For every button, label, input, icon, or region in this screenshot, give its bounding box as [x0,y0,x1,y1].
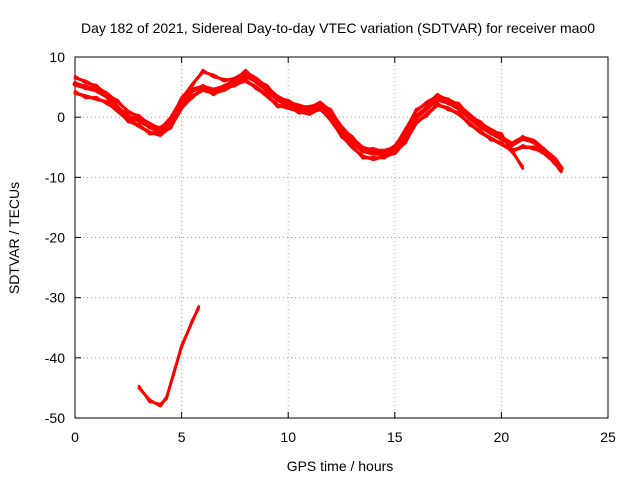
x-tick-label: 0 [71,429,79,445]
y-axis-tick-labels: 10 0 -10 -20 -30 -40 -50 [45,49,65,426]
chart-title: Day 182 of 2021, Sidereal Day-to-day VTE… [81,20,595,36]
x-axis-label: GPS time / hours [287,458,394,474]
y-axis-label: SDTVAR / TECUs [6,182,22,294]
x-tick-label: 15 [387,429,403,445]
y-tick-label: -30 [45,290,65,306]
x-tick-label: 5 [178,429,186,445]
grid-lines [75,57,608,418]
series-line-main-track-c [73,70,525,170]
series-band-main-track-a [73,71,563,168]
y-tick-label: -20 [45,230,65,246]
x-tick-label: 25 [600,429,616,445]
x-axis-tick-labels: 0 5 10 15 20 25 [71,429,616,445]
y-tick-label: 0 [57,109,65,125]
y-tick-label: -50 [45,410,65,426]
series-band-dip-track [137,307,200,406]
x-tick-label: 10 [280,429,296,445]
y-tick-label: -40 [45,350,65,366]
y-tick-label: -10 [45,169,65,185]
series-band-main-track-c [73,68,524,168]
axis-ticks [74,56,609,419]
data-series [72,68,564,408]
series-band-main-track-b [73,77,563,171]
y-tick-label: 10 [49,49,65,65]
x-tick-label: 20 [494,429,510,445]
plot-frame [74,56,609,419]
